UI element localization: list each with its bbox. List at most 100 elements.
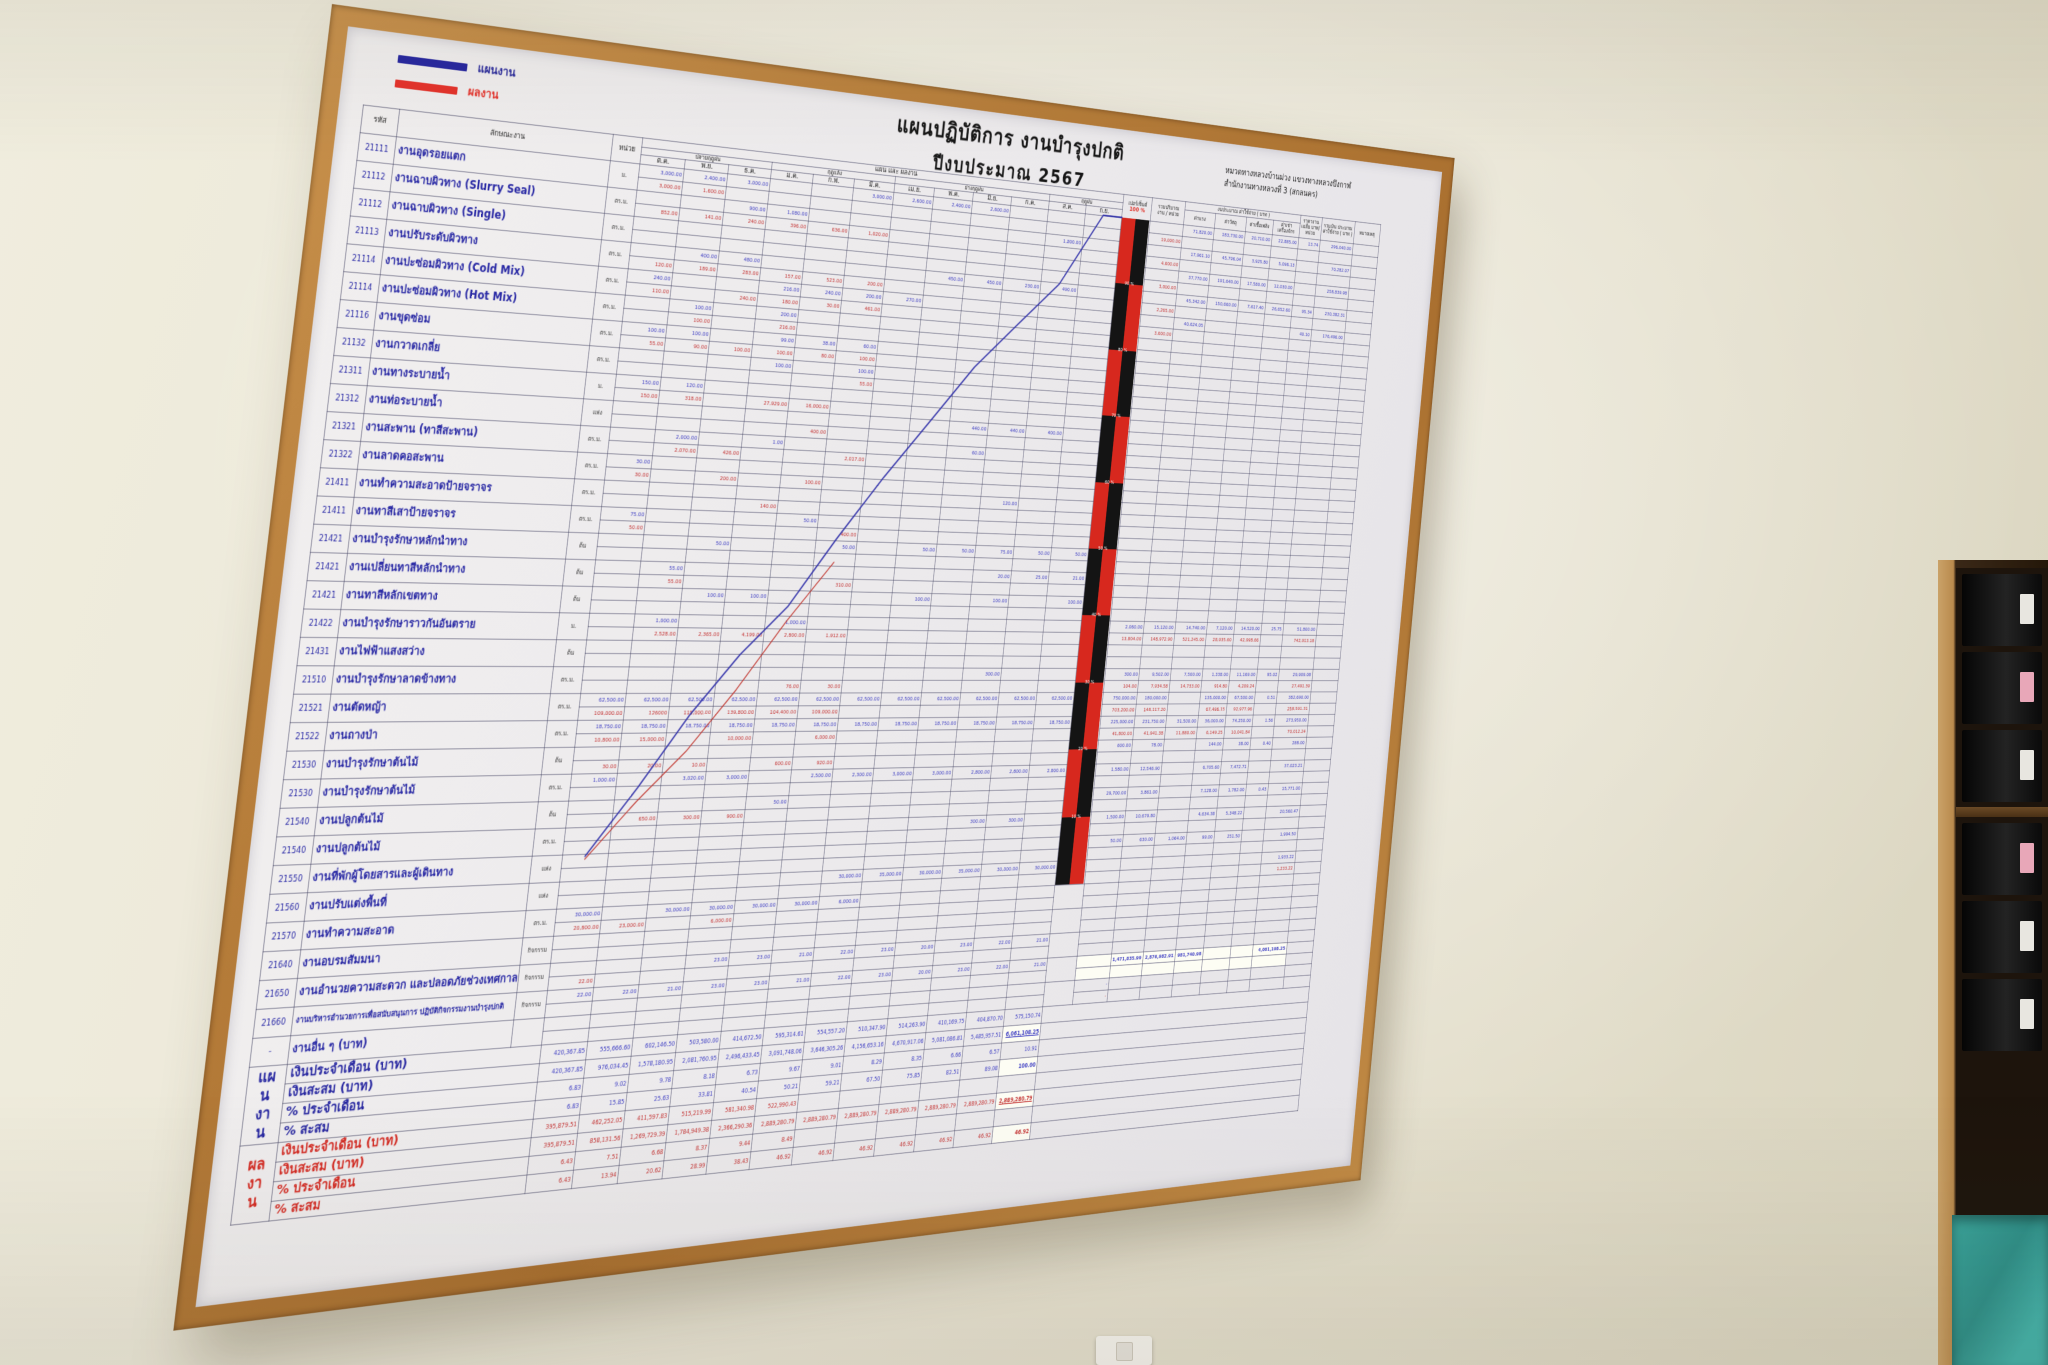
actual-cell — [1044, 607, 1083, 621]
total-actual-cell — [1288, 566, 1323, 579]
fuel-plan-cell — [1210, 575, 1240, 589]
actual-cell — [703, 783, 749, 798]
avg-actual-cell — [1259, 634, 1283, 647]
plan-cell: 25.00 — [1010, 570, 1050, 584]
summary-value: 28.99 — [662, 1155, 709, 1179]
work-unit: ตร.ม. — [601, 213, 635, 243]
material-plan-cell — [1181, 551, 1215, 565]
bar-cell — [1079, 620, 1111, 645]
actual-cell — [1049, 559, 1088, 573]
qty-plan-cell: 1,500.00 — [1090, 810, 1127, 824]
actual-cell — [679, 601, 725, 615]
total-plan-cell — [1289, 555, 1324, 568]
actual-cell: 126000 — [623, 706, 670, 720]
plan-cell — [619, 745, 666, 760]
actual-cell — [892, 580, 934, 594]
labor-plan-cell: 15,120.00 — [1143, 621, 1176, 634]
actual-cell — [956, 729, 996, 742]
plan-cell — [636, 587, 683, 602]
actual-cell — [569, 786, 617, 801]
actual-cell — [752, 731, 797, 745]
rent-actual-cell — [1234, 611, 1263, 624]
actual-cell — [924, 655, 965, 668]
plan-cell — [809, 590, 853, 605]
binder-spine — [1962, 979, 2042, 1051]
bar-cell — [1107, 335, 1139, 362]
actual-cell: 10.00 — [662, 758, 708, 773]
work-unit: ต้น — [559, 585, 594, 614]
actual-cell — [844, 654, 887, 668]
bar-cell — [1062, 787, 1095, 813]
work-code: 21116 — [337, 299, 378, 330]
work-code: 21522 — [286, 722, 328, 751]
actual-cell — [950, 778, 991, 792]
light-switch[interactable] — [1096, 1336, 1152, 1365]
plan-cell — [793, 743, 837, 757]
actual-cell — [911, 778, 953, 793]
plan-cell — [993, 740, 1033, 754]
actual-cell — [971, 581, 1011, 595]
bar-cell — [1091, 501, 1123, 526]
work-unit: ตร.ม. — [592, 292, 626, 322]
qty-actual-cell: 703,200.00 — [1101, 703, 1137, 717]
actual-cell — [966, 630, 1006, 644]
rent-actual-cell — [1239, 565, 1268, 578]
plan-cell — [915, 741, 957, 755]
fuel-actual-cell: 28,935.60 — [1205, 633, 1234, 646]
plan-cell — [702, 796, 747, 811]
actual-cell — [919, 704, 960, 718]
plan-cell — [770, 564, 814, 579]
avg-plan-cell — [1265, 577, 1289, 590]
plan-cell: 30,000.00 — [902, 865, 944, 880]
fuel-actual-cell — [1214, 541, 1243, 554]
rent-actual-cell: 10,041.84 — [1223, 726, 1253, 739]
plan-cell: 2,800.00 — [990, 765, 1031, 779]
fuel-plan-cell — [1208, 599, 1238, 612]
work-unit: ตร.ม. — [578, 425, 611, 454]
switch-rocker[interactable] — [1116, 1342, 1133, 1361]
work-code: 21530 — [280, 778, 321, 809]
work-code: 21540 — [276, 807, 318, 837]
plan-cell — [949, 790, 990, 804]
material-actual-cell — [1175, 610, 1209, 623]
actual-cell — [1037, 680, 1076, 693]
organization-text: หมวดทางหลวงบ้านม่วง แขวงทางหลวงบึงกาฬ สำ… — [1223, 165, 1421, 214]
actual-cell — [849, 604, 892, 618]
rent-actual-cell — [1230, 657, 1259, 669]
summary-value: 46.92 — [913, 1130, 955, 1152]
plan-cell — [573, 746, 621, 761]
total-actual-cell: 27,491.39 — [1277, 680, 1312, 692]
bar-cell — [1095, 453, 1128, 479]
actual-cell — [808, 603, 851, 617]
plan-cell: 18,750.00 — [796, 718, 839, 732]
plan-cell: 30,000.00 — [1018, 860, 1058, 875]
actual-cell — [671, 679, 717, 694]
fuel-plan-cell: 36,000.00 — [1197, 715, 1226, 727]
note-cell — [1305, 736, 1333, 749]
plan-cell — [964, 643, 1005, 656]
summary-value: 13.94 — [571, 1165, 620, 1189]
qty-plan-cell — [1111, 597, 1148, 610]
qty-plan-cell — [1116, 549, 1152, 563]
fuel-plan-cell: 4,634.38 — [1188, 807, 1218, 821]
plan-cell — [850, 591, 893, 605]
note-cell — [1309, 691, 1337, 704]
avg-plan-cell: 95.02 — [1256, 668, 1280, 681]
qty-actual-cell — [1110, 608, 1146, 622]
plan-cell: 62,500.00 — [625, 693, 672, 707]
labor-actual-cell — [1151, 539, 1184, 552]
avg-plan-cell: 0.43 — [1245, 783, 1269, 796]
work-unit: ตร.ม. — [595, 265, 629, 295]
work-unit: ตร.ม. — [547, 693, 582, 721]
material-actual-cell: 11,880.00 — [1164, 726, 1198, 739]
note-cell — [1306, 725, 1334, 738]
plan-cell: 18,750.00 — [957, 716, 998, 730]
actual-cell — [1011, 558, 1051, 572]
rent-actual-cell — [1219, 772, 1248, 785]
rent-plan-cell — [1240, 553, 1269, 566]
note-cell — [1308, 702, 1336, 715]
labor-plan-cell: 3,861.00 — [1127, 786, 1160, 799]
actual-cell — [1027, 776, 1067, 790]
plan-cell: 18,750.00 — [837, 717, 880, 731]
labor-actual-cell — [1130, 750, 1164, 764]
